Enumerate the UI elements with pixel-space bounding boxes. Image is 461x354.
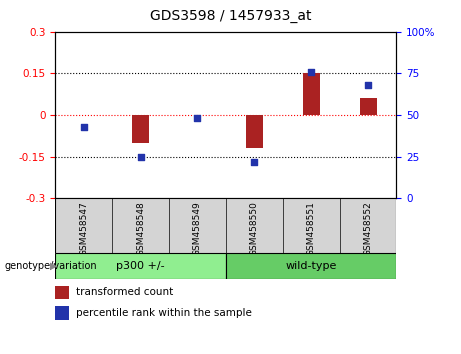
Point — [80, 124, 88, 130]
Bar — [226, 253, 396, 279]
Text: GSM458552: GSM458552 — [364, 201, 372, 256]
Bar — [360, 98, 377, 115]
Bar — [132, 115, 149, 143]
Point — [364, 82, 372, 88]
Text: GSM458551: GSM458551 — [307, 201, 316, 256]
Text: transformed count: transformed count — [76, 287, 173, 297]
Bar — [55, 306, 69, 320]
Text: GSM458547: GSM458547 — [79, 201, 88, 256]
Text: wild-type: wild-type — [285, 261, 337, 271]
Text: p300 +/-: p300 +/- — [116, 261, 165, 271]
Point — [251, 159, 258, 165]
Bar — [55, 253, 226, 279]
Point — [194, 115, 201, 121]
Text: GSM458549: GSM458549 — [193, 201, 202, 256]
Point — [307, 69, 315, 75]
Bar — [302, 74, 319, 115]
Text: GDS3598 / 1457933_at: GDS3598 / 1457933_at — [150, 9, 311, 23]
Text: genotype/variation: genotype/variation — [5, 261, 97, 271]
Text: GSM458550: GSM458550 — [250, 201, 259, 256]
Text: percentile rank within the sample: percentile rank within the sample — [76, 308, 252, 318]
Bar — [55, 285, 69, 299]
Bar — [246, 115, 263, 148]
Point — [137, 154, 144, 159]
Text: GSM458548: GSM458548 — [136, 201, 145, 256]
Text: ▶: ▶ — [50, 261, 57, 271]
